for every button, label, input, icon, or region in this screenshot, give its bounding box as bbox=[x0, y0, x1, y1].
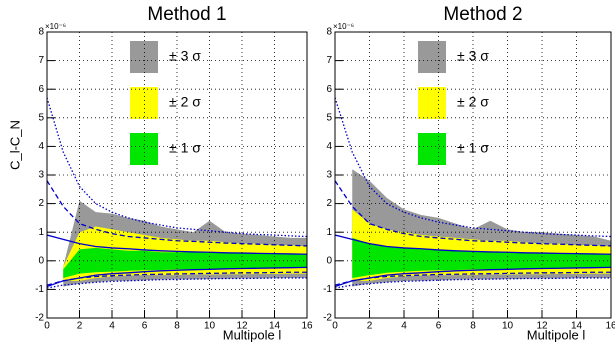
legend-label: ± 2 σ bbox=[169, 94, 201, 110]
theory-curve bbox=[335, 266, 611, 288]
y-axis-label: C_l-C_N bbox=[7, 120, 22, 170]
theory-curve bbox=[335, 97, 611, 238]
theory-curve bbox=[335, 277, 611, 289]
x-tick-label: 0 bbox=[44, 321, 50, 332]
plot-frame bbox=[46, 31, 308, 319]
y-tick-label: 3 bbox=[326, 170, 332, 181]
legend-swatch bbox=[418, 133, 446, 165]
theory-curve bbox=[47, 234, 307, 255]
x-tick-label: 12 bbox=[236, 321, 248, 332]
y-tick-label: 3 bbox=[38, 170, 44, 181]
y-tick-label: -2 bbox=[323, 313, 332, 324]
legend-label: ± 1 σ bbox=[457, 140, 489, 156]
x-tick-label: 8 bbox=[470, 321, 476, 332]
plot-frame bbox=[334, 31, 612, 319]
y-tick-label: 6 bbox=[326, 84, 332, 95]
y-tick-label: 6 bbox=[38, 84, 44, 95]
legend-label: ± 3 σ bbox=[169, 48, 201, 64]
chart-title: Method 1 bbox=[147, 4, 226, 25]
y-tick-label: 8 bbox=[326, 27, 332, 38]
legend-swatch bbox=[418, 41, 446, 73]
y-tick-label: 0 bbox=[38, 255, 44, 266]
y-tick-label: 8 bbox=[38, 27, 44, 38]
band bbox=[63, 247, 307, 278]
x-tick-label: 14 bbox=[571, 321, 583, 332]
x-axis-label: Multipole l bbox=[223, 327, 282, 342]
y-tick-label: 7 bbox=[326, 55, 332, 66]
y-tick-label: -1 bbox=[35, 284, 44, 295]
x-tick-label: 6 bbox=[142, 321, 148, 332]
y-tick-label: 4 bbox=[326, 141, 332, 152]
y-exponent: ×10⁻⁶ bbox=[333, 22, 354, 31]
theory-curve bbox=[335, 271, 611, 286]
theory-curve bbox=[335, 234, 611, 255]
legend-label: ± 1 σ bbox=[169, 140, 201, 156]
legend-swatch bbox=[418, 87, 446, 119]
legend-swatch bbox=[130, 87, 158, 119]
x-tick-label: 14 bbox=[269, 321, 281, 332]
x-tick-label: 4 bbox=[401, 321, 407, 332]
theory-curve bbox=[47, 277, 307, 289]
y-tick-label: 1 bbox=[326, 227, 332, 238]
y-tick-label: -2 bbox=[35, 313, 44, 324]
legend-label: ± 3 σ bbox=[457, 48, 489, 64]
chart-title: Method 2 bbox=[443, 4, 522, 25]
x-tick-label: 2 bbox=[367, 321, 373, 332]
y-tick-label: 5 bbox=[326, 112, 332, 123]
y-tick-label: 5 bbox=[38, 112, 44, 123]
y-tick-label: 2 bbox=[326, 198, 332, 209]
legend-swatch bbox=[130, 133, 158, 165]
y-exponent: ×10⁻⁶ bbox=[45, 22, 66, 31]
x-tick-label: 10 bbox=[204, 321, 216, 332]
x-tick-label: 16 bbox=[301, 321, 313, 332]
y-tick-label: 2 bbox=[38, 198, 44, 209]
theory-curve bbox=[47, 97, 307, 238]
x-tick-label: 12 bbox=[536, 321, 548, 332]
legend-label: ± 2 σ bbox=[457, 94, 489, 110]
legend-swatch bbox=[130, 41, 158, 73]
theory-curve bbox=[47, 271, 307, 286]
x-tick-label: 16 bbox=[605, 321, 615, 332]
x-axis-label: Multipole l bbox=[527, 327, 586, 342]
y-tick-label: 4 bbox=[38, 141, 44, 152]
x-tick-label: 10 bbox=[502, 321, 514, 332]
x-tick-label: 8 bbox=[174, 321, 180, 332]
y-tick-label: 1 bbox=[38, 227, 44, 238]
x-tick-label: 6 bbox=[436, 321, 442, 332]
x-tick-label: 4 bbox=[109, 321, 115, 332]
x-tick-label: 0 bbox=[332, 321, 338, 332]
x-tick-label: 2 bbox=[77, 321, 83, 332]
y-tick-label: 7 bbox=[38, 55, 44, 66]
theory-curve bbox=[47, 266, 307, 288]
y-tick-label: -1 bbox=[323, 284, 332, 295]
y-tick-label: 0 bbox=[326, 255, 332, 266]
